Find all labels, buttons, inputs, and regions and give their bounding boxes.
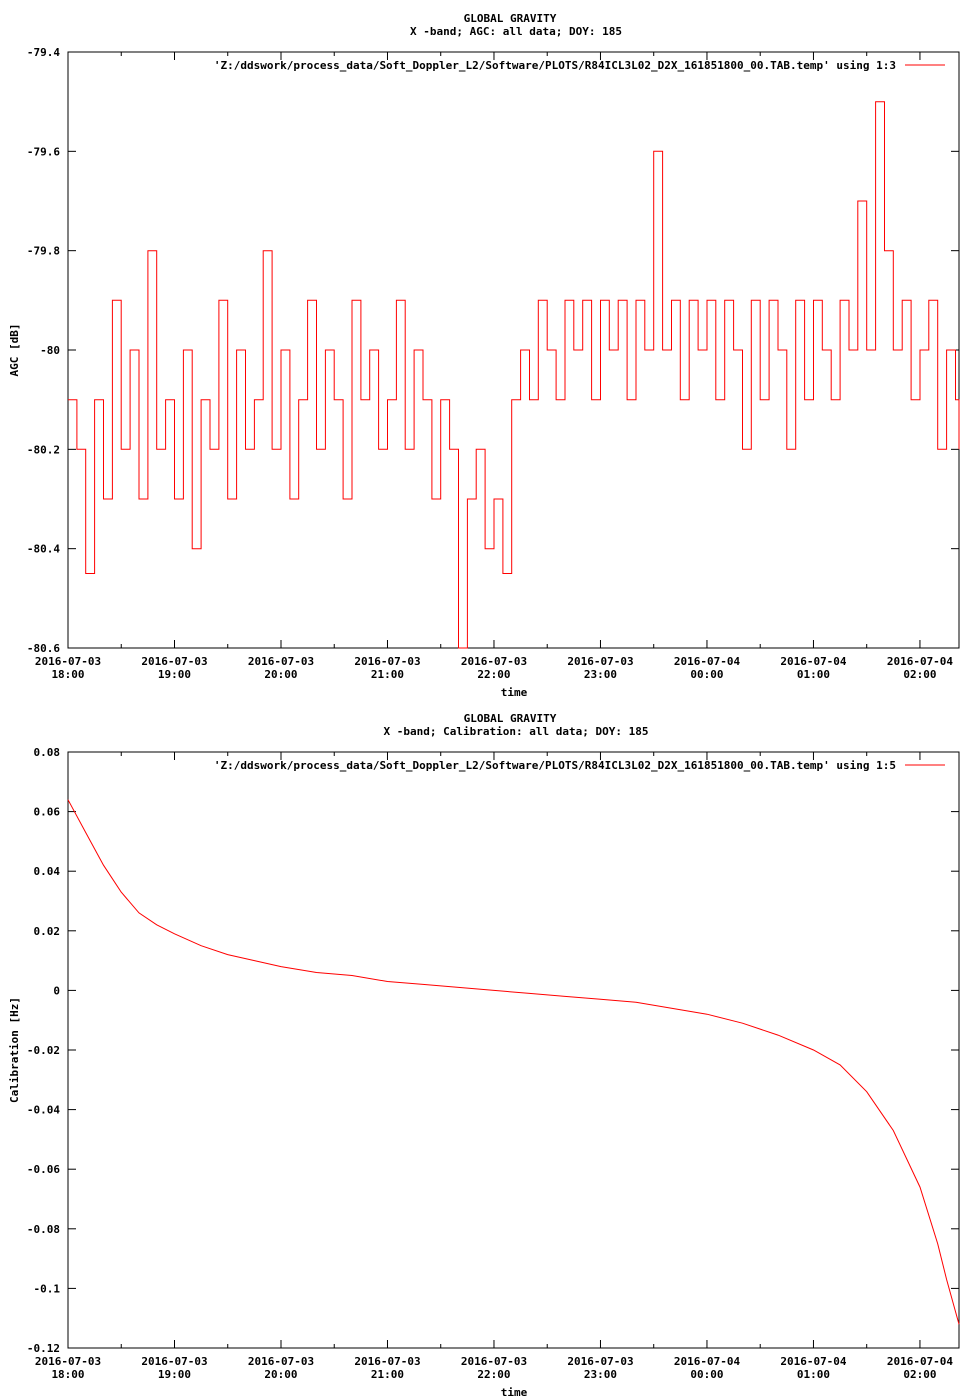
agc-xtick-time: 20:00 bbox=[264, 668, 297, 681]
calibration-xtick-time: 02:00 bbox=[903, 1368, 936, 1381]
calibration-xtick-time: 00:00 bbox=[690, 1368, 723, 1381]
calibration-xtick-time: 19:00 bbox=[158, 1368, 191, 1381]
calibration-xtick-date: 2016-07-03 bbox=[567, 1355, 633, 1368]
agc-chart: GLOBAL GRAVITY X -band; AGC: all data; D… bbox=[8, 12, 960, 699]
calibration-plot-frame bbox=[67, 751, 960, 1349]
agc-xtick-date: 2016-07-03 bbox=[567, 655, 633, 668]
agc-ytick-label: -80.4 bbox=[27, 543, 60, 556]
calibration-ytick-label: 0.04 bbox=[34, 865, 61, 878]
calibration-xtick-time: 23:00 bbox=[584, 1368, 617, 1381]
calibration-ytick-label: -0.06 bbox=[27, 1163, 60, 1176]
calibration-ytick-label: -0.02 bbox=[27, 1044, 60, 1057]
agc-xtick-date: 2016-07-03 bbox=[461, 655, 527, 668]
calibration-xtick-time: 22:00 bbox=[477, 1368, 510, 1381]
calibration-ytick-label: -0.04 bbox=[27, 1104, 60, 1117]
agc-ytick-label: -80.2 bbox=[27, 443, 60, 456]
agc-ytick-label: -80 bbox=[40, 344, 60, 357]
calibration-xtick-date: 2016-07-03 bbox=[461, 1355, 527, 1368]
agc-xtick-time: 00:00 bbox=[690, 668, 723, 681]
agc-xtick-time: 21:00 bbox=[371, 668, 404, 681]
calibration-chart-subtitle: X -band; Calibration: all data; DOY: 185 bbox=[384, 725, 649, 738]
agc-ytick-label: -79.6 bbox=[27, 145, 60, 158]
agc-chart-title: GLOBAL GRAVITY bbox=[464, 12, 557, 25]
calibration-ytick-label: -0.08 bbox=[27, 1223, 60, 1236]
calibration-xtick-date: 2016-07-04 bbox=[674, 1355, 741, 1368]
calibration-ytick-label: 0.08 bbox=[34, 746, 61, 759]
calibration-xtick-time: 18:00 bbox=[51, 1368, 84, 1381]
agc-xtick-date: 2016-07-03 bbox=[354, 655, 420, 668]
agc-xtick-date: 2016-07-04 bbox=[780, 655, 847, 668]
calibration-xtick-time: 21:00 bbox=[371, 1368, 404, 1381]
agc-chart-subtitle: X -band; AGC: all data; DOY: 185 bbox=[410, 25, 622, 38]
agc-xtick-date: 2016-07-03 bbox=[141, 655, 207, 668]
agc-legend-label: 'Z:/ddswork/process_data/Soft_Doppler_L2… bbox=[214, 59, 896, 72]
calibration-legend-label: 'Z:/ddswork/process_data/Soft_Doppler_L2… bbox=[214, 759, 896, 772]
calibration-ytick-label: -0.12 bbox=[27, 1342, 60, 1355]
calibration-xtick-date: 2016-07-03 bbox=[141, 1355, 207, 1368]
calibration-xtick-date: 2016-07-03 bbox=[248, 1355, 314, 1368]
agc-x-axis-label: time bbox=[501, 686, 528, 699]
agc-y-axis-label: AGC [dB] bbox=[8, 324, 21, 377]
calibration-ytick-label: -0.1 bbox=[34, 1282, 61, 1295]
calibration-xtick-date: 2016-07-03 bbox=[35, 1355, 101, 1368]
agc-xtick-date: 2016-07-03 bbox=[248, 655, 314, 668]
agc-ytick-label: -79.8 bbox=[27, 245, 60, 258]
calibration-x-axis-label: time bbox=[501, 1386, 528, 1399]
agc-ytick-label: -79.4 bbox=[27, 46, 60, 59]
agc-ytick-label: -80.6 bbox=[27, 642, 60, 655]
calibration-ytick-label: 0 bbox=[53, 984, 60, 997]
calibration-chart-title: GLOBAL GRAVITY bbox=[464, 712, 557, 725]
agc-xtick-date: 2016-07-04 bbox=[887, 655, 954, 668]
calibration-series-line bbox=[67, 799, 960, 1325]
calibration-xtick-time: 01:00 bbox=[797, 1368, 830, 1381]
agc-xtick-date: 2016-07-03 bbox=[35, 655, 101, 668]
agc-xtick-time: 01:00 bbox=[797, 668, 830, 681]
calibration-ytick-label: 0.02 bbox=[34, 925, 61, 938]
agc-xtick-time: 23:00 bbox=[584, 668, 617, 681]
agc-xtick-time: 18:00 bbox=[51, 668, 84, 681]
calibration-chart: GLOBAL GRAVITY X -band; Calibration: all… bbox=[8, 712, 960, 1399]
calibration-xtick-time: 20:00 bbox=[264, 1368, 297, 1381]
calibration-xtick-date: 2016-07-04 bbox=[887, 1355, 954, 1368]
calibration-y-axis-label: Calibration [Hz] bbox=[8, 997, 21, 1103]
calibration-xtick-date: 2016-07-04 bbox=[780, 1355, 847, 1368]
calibration-xtick-date: 2016-07-03 bbox=[354, 1355, 420, 1368]
calibration-ytick-label: 0.06 bbox=[34, 806, 61, 819]
agc-xtick-time: 22:00 bbox=[477, 668, 510, 681]
agc-series-line bbox=[68, 101, 960, 649]
agc-xtick-time: 02:00 bbox=[903, 668, 936, 681]
agc-xtick-date: 2016-07-04 bbox=[674, 655, 741, 668]
agc-xtick-time: 19:00 bbox=[158, 668, 191, 681]
